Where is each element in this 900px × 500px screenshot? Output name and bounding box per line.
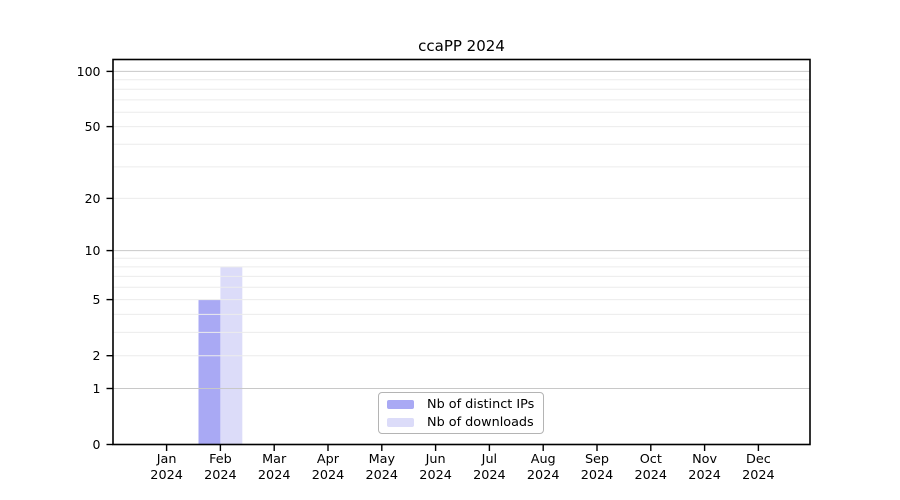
x-tick-label: May 2024 (366, 452, 399, 483)
x-tick-label: Mar 2024 (258, 452, 291, 483)
y-tick-label: 10 (85, 243, 101, 258)
x-tick-label: Jul 2024 (473, 452, 506, 483)
x-tick-label: Dec 2024 (742, 452, 775, 483)
legend: Nb of distinct IPs Nb of downloads (378, 392, 544, 434)
y-tick-label: 0 (93, 437, 101, 452)
legend-label-downloads: Nb of downloads (427, 414, 534, 430)
x-tick-label: Oct 2024 (635, 452, 668, 483)
x-tick-label: Feb 2024 (204, 452, 237, 483)
y-tick-label: 2 (93, 348, 101, 363)
x-tick-label: Jan 2024 (150, 452, 183, 483)
y-tick-label: 20 (85, 191, 101, 206)
y-tick-label: 1 (93, 381, 101, 396)
x-tick-label: Apr 2024 (312, 452, 345, 483)
legend-swatch-downloads (387, 417, 414, 427)
legend-item-distinct-ips: Nb of distinct IPs (379, 395, 543, 413)
chart-title: ccaPP 2024 (418, 37, 505, 55)
x-tick-label: Sep 2024 (581, 452, 614, 483)
legend-item-downloads: Nb of downloads (379, 413, 543, 431)
x-tick-label: Jun 2024 (419, 452, 452, 483)
x-tick-label: Nov 2024 (688, 452, 721, 483)
y-tick-label: 50 (85, 119, 101, 134)
y-tick-label: 100 (77, 64, 101, 79)
plot-border (112, 58, 811, 446)
legend-label-distinct-ips: Nb of distinct IPs (427, 396, 535, 412)
bar-distinct-ips-feb (198, 299, 221, 445)
legend-swatch-distinct-ips (387, 399, 414, 409)
y-tick-label: 5 (93, 292, 101, 307)
x-tick-label: Aug 2024 (527, 452, 560, 483)
